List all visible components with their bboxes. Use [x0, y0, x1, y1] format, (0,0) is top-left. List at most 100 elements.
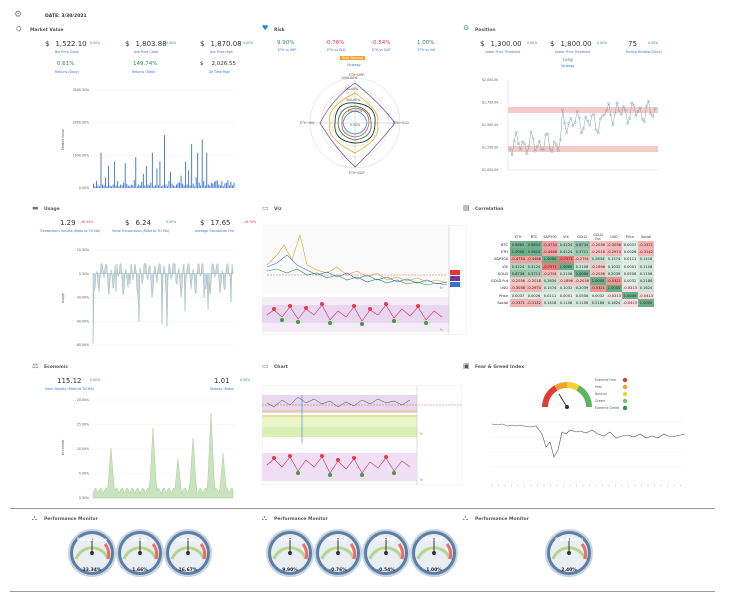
- gauge-hub: [288, 551, 292, 555]
- usage-kpi-3-change: -18.76%: [243, 220, 257, 224]
- price-point: [636, 109, 640, 113]
- corr-cell: 0.1106: [574, 299, 590, 307]
- corr-cell: 0.0001: [558, 292, 574, 300]
- bar: [174, 186, 176, 188]
- position-chart: $2,000.00 $1,750.00 $1,500.00 $1,250.00 $1,0…: [482, 78, 658, 172]
- corr-cell: -0.2974: [606, 248, 622, 256]
- bar: [142, 173, 144, 188]
- corr-cell: -0.2791: [542, 270, 558, 278]
- corr-cell: -0.3371: [510, 299, 526, 307]
- corr-cell: -0.2036: [590, 241, 606, 249]
- corr-row-header: S&P500: [490, 255, 510, 263]
- mv-kpi-2-change: 0.00%: [166, 41, 177, 45]
- corr-cell: 0.1106: [638, 270, 654, 278]
- y-tick-label: 0.00%: [79, 272, 89, 276]
- corr-cell: 0.1418: [638, 255, 654, 263]
- bar: [192, 183, 194, 188]
- economic-icon: ⚖: [32, 362, 39, 370]
- bar: [160, 186, 162, 188]
- price-point: [571, 124, 575, 128]
- y-tick-label: $1,500.00: [482, 123, 498, 127]
- radar-ring-4: 250.00%: [348, 109, 362, 113]
- bar: [99, 186, 100, 188]
- bar: [118, 186, 120, 188]
- gauge-hub: [138, 551, 142, 555]
- corr-cell: -0.1896: [558, 277, 574, 285]
- legend-dot: [622, 391, 628, 397]
- corr-cell: 0.1624: [606, 299, 622, 307]
- price-point: [619, 113, 623, 116]
- svg-text:↻: ↻: [420, 432, 423, 436]
- corr-cell: -0.3142: [638, 248, 654, 256]
- bar: [168, 180, 170, 188]
- mv-returns-total-label: Returns (Total): [132, 70, 156, 74]
- position-side: Long: [563, 57, 573, 62]
- corr-cell: 0.0026: [622, 248, 638, 256]
- econ-kpi-1-value: 115.12: [57, 377, 82, 385]
- bar: [210, 182, 212, 188]
- fear-greed-icon: ▣: [463, 362, 470, 370]
- bar: [207, 184, 209, 188]
- corr-row-header: USD: [490, 284, 510, 293]
- bar: [126, 183, 128, 188]
- usage-kpi-1-change: -46.45%: [80, 220, 94, 224]
- performance-gauges: Market Value 33.34% Usage 1.66% Economic 16.6…: [68, 529, 593, 577]
- settings-icon[interactable]: ⚙: [14, 10, 23, 20]
- bar: [93, 183, 94, 188]
- gauge-arc-red: [199, 543, 207, 560]
- legend-label: Neutral: [595, 392, 607, 396]
- corr-col-header: USD: [610, 235, 618, 239]
- price-point: [586, 119, 590, 123]
- correlation-matrix: ETH BTC S&P500 VIX GOLD GOLD Fut USD Price Socia…: [490, 233, 654, 307]
- perf-3-title: Performance Monitor: [475, 517, 529, 522]
- bar: [162, 185, 164, 188]
- bar: [176, 184, 177, 188]
- legend-label: Extreme Greed: [595, 406, 619, 410]
- bar: [112, 184, 114, 188]
- corr-cell: -0.3371: [638, 241, 654, 249]
- bar: [117, 180, 119, 188]
- corr-cell: 0.1106: [638, 262, 654, 271]
- corr-cell: -0.5321: [606, 277, 622, 285]
- bar: [148, 185, 150, 188]
- bar: [151, 152, 153, 188]
- mv-kpi-3-change: 0.00%: [243, 41, 254, 45]
- corr-cell: 0.0001: [622, 262, 638, 271]
- radar-axis-top: ETH→XRP: [349, 73, 364, 77]
- pos-kpi-1-value: $1,300.00: [480, 40, 522, 48]
- corr-row: BTC 0.8885 0.9610 -0.4734 0.4224 0.6734 -0.203…: [490, 241, 654, 249]
- divider-top: [10, 508, 715, 509]
- viz-chart: ↻ ↻: [262, 225, 467, 335]
- mv-ath-label: All Time High: [209, 70, 231, 74]
- y-tick-label: -60.00%: [76, 343, 89, 347]
- corr-cell: -0.2036: [574, 277, 590, 285]
- pos-kpi-1-change: 0.00%: [527, 41, 538, 45]
- pos-kpi-1-label: Lower Price Threshold: [485, 50, 521, 54]
- usage-kpi-1-label: Transactions Volume (Ratio to 7D MA): [40, 229, 101, 233]
- perf-2-icon: ⛬: [262, 514, 267, 522]
- price-point: [603, 113, 606, 116]
- bar: [231, 185, 233, 188]
- gauge: Economic 16.67%: [164, 529, 212, 577]
- bar: [222, 186, 224, 188]
- bar: [120, 184, 122, 188]
- bar: [215, 180, 217, 188]
- chart-title: Chart: [274, 365, 288, 370]
- corr-row-header: Social: [490, 299, 510, 307]
- radar-ring-2: 750.00%: [344, 87, 358, 91]
- fear-greed-chart: [490, 421, 686, 487]
- price-point: [617, 109, 621, 113]
- corr-cell: -0.2018: [526, 277, 542, 285]
- bar: [141, 181, 143, 188]
- corr-cell: 1.0000: [606, 284, 622, 293]
- bar: [103, 185, 105, 188]
- radar-ring-5: 0.00%: [350, 123, 360, 127]
- corr-cell: 0.1574: [606, 255, 622, 263]
- gauge-label: ETH-S&P: [376, 537, 396, 542]
- corr-cell: 1.0000: [542, 255, 558, 263]
- y-tick-label: 1000.00%: [73, 153, 89, 157]
- corr-row: USD -0.3036 -0.2974 0.1574 0.1032 0.2039 -0.53…: [490, 284, 654, 293]
- bar: [124, 163, 126, 188]
- bar: [127, 185, 129, 188]
- corr-cell: -0.0413: [638, 292, 654, 300]
